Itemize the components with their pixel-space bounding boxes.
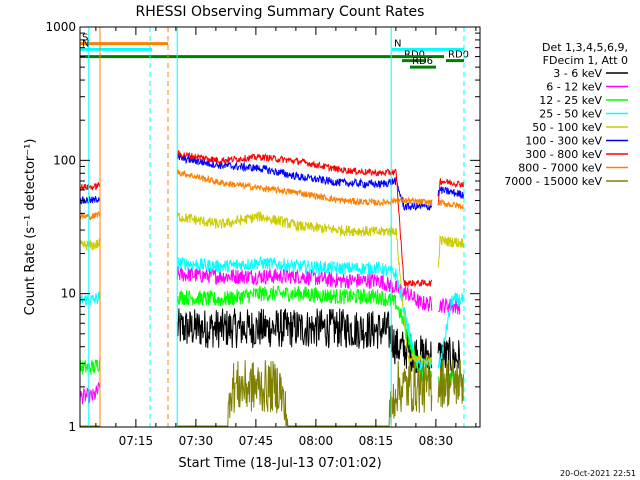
series-line: [80, 357, 464, 427]
x-tick-label: 07:45: [239, 434, 274, 448]
chart-title: RHESSI Observing Summary Count Rates: [136, 4, 425, 20]
legend-entry: 7000 - 15000 keV: [504, 175, 602, 188]
y-tick-label: 10: [61, 287, 76, 301]
series-layer: [79, 149, 464, 427]
x-axis-label: Start Time (18-Jul-13 07:01:02): [178, 456, 381, 471]
x-tick-label: 07:15: [119, 434, 154, 448]
plot-frame: [79, 26, 481, 428]
y-tick-label: 1: [68, 420, 76, 434]
x-axis: 07:15 07:30 07:45 08:00 08:15 08:30: [95, 27, 477, 448]
legend-entry: 6 - 12 keV: [546, 81, 602, 94]
footer-timestamp: 20-Oct-2021 22:51: [560, 469, 636, 478]
y-axis-label: Count Rate (s⁻¹ detector⁻¹): [23, 139, 38, 316]
legend-entry: 3 - 6 keV: [553, 67, 602, 80]
flag-label: RD0: [404, 50, 425, 61]
flag-label: N: [82, 38, 89, 49]
y-axis: 1 10 100 1000: [45, 20, 480, 434]
y-tick-label: 1000: [45, 20, 76, 34]
x-tick-label: 08:30: [419, 434, 454, 448]
series-line: [79, 149, 464, 288]
x-tick-label: 08:15: [359, 434, 394, 448]
legend-entry: 800 - 7000 keV: [518, 162, 602, 175]
y-tick-label: 100: [53, 153, 76, 167]
legend-entry: 12 - 25 keV: [539, 94, 602, 107]
flag-label: S: [82, 33, 88, 44]
flag-label: N: [394, 38, 401, 49]
series-line: [79, 169, 464, 221]
flag-label: RD6: [412, 56, 433, 67]
series-line: [79, 152, 464, 212]
legend-entry: 100 - 300 keV: [525, 135, 602, 148]
flag-label: RD0: [448, 50, 469, 61]
legend-entry: 50 - 100 keV: [532, 121, 602, 134]
x-tick-label: 08:00: [299, 434, 334, 448]
series-line: [79, 266, 461, 405]
legend-header: FDecim 1, Att 0: [543, 54, 628, 67]
series-line: [79, 211, 464, 365]
x-tick-label: 07:30: [179, 434, 214, 448]
legend-entry: 25 - 50 keV: [539, 108, 602, 121]
legend-entry: 300 - 800 keV: [525, 148, 602, 161]
event-lines-layer: [88, 27, 465, 427]
legend-header: Det 1,3,4,5,6,9,: [542, 41, 628, 54]
legend: Det 1,3,4,5,6,9,FDecim 1, Att 03 - 6 keV…: [504, 41, 628, 188]
